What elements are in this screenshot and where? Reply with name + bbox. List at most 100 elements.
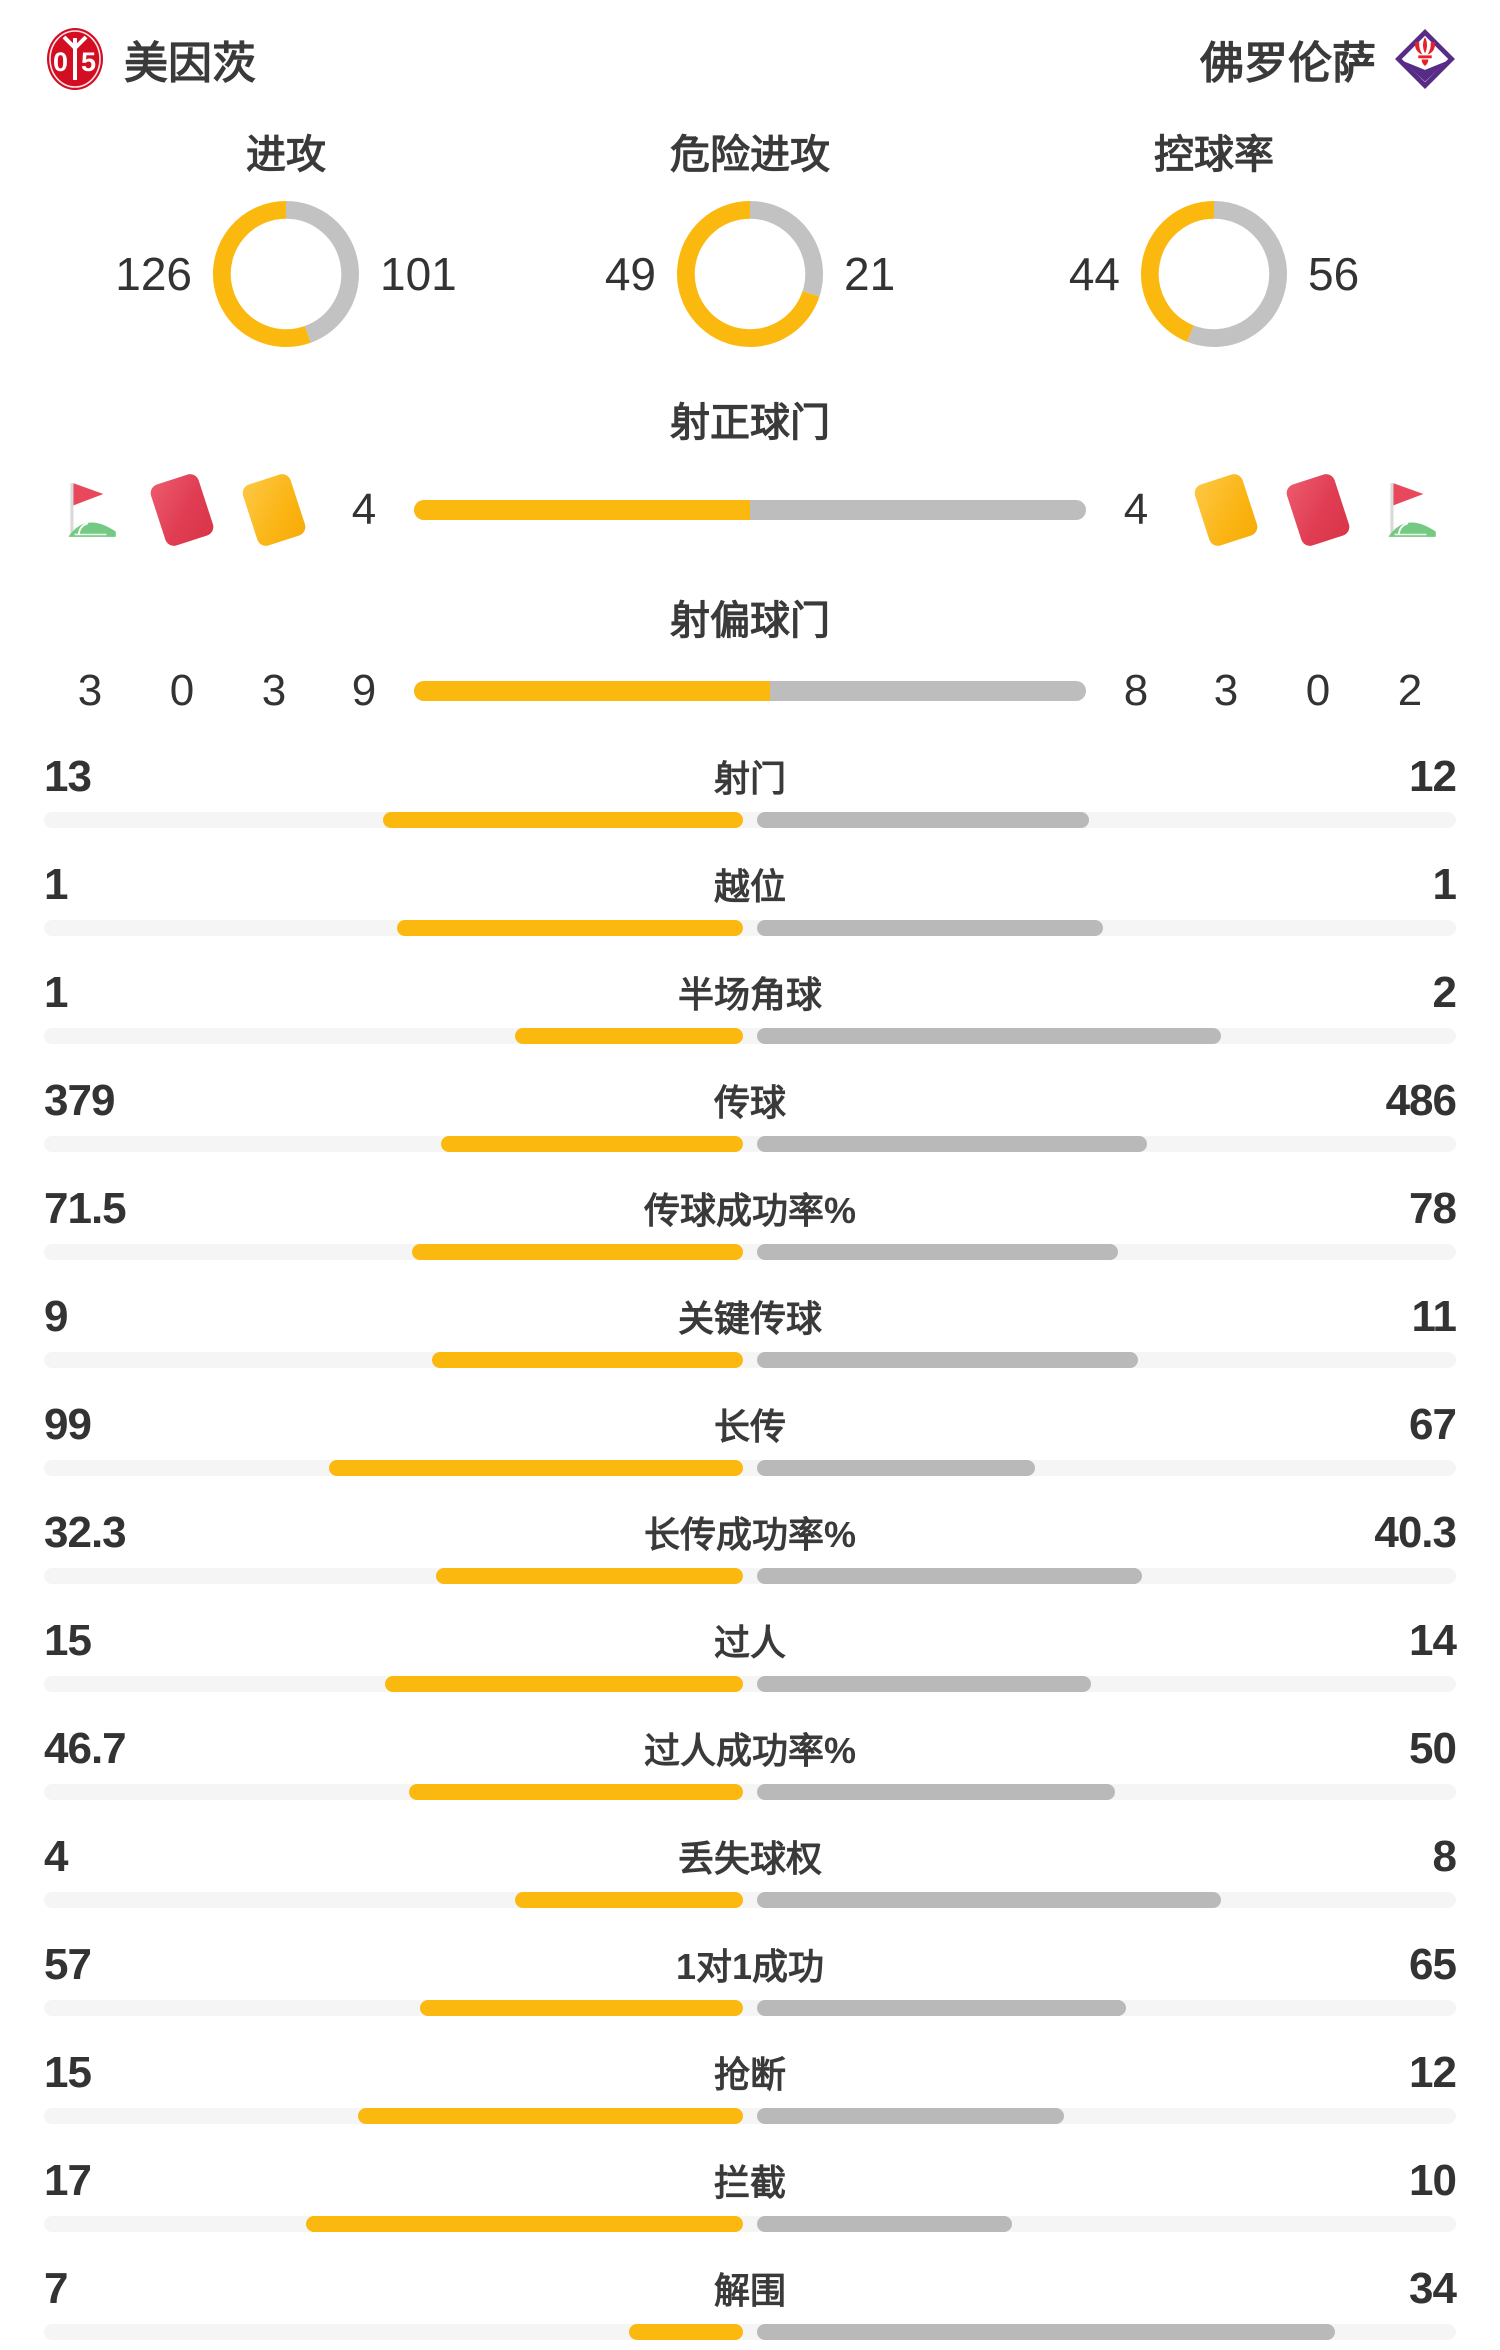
away-team-name: 佛罗伦萨 — [1200, 39, 1376, 88]
stat-bar-track — [44, 1244, 1456, 1260]
donut-away-value: 101 — [380, 248, 457, 300]
stat-home-value: 379 — [44, 1076, 115, 1125]
home-red-card-icon — [136, 471, 228, 549]
home-team[interactable]: 0 5 美因茨 — [44, 26, 256, 92]
stat-label: 过人 — [713, 1622, 786, 1663]
stat-away-value: 11 — [1411, 1292, 1457, 1341]
stat-label: 越位 — [713, 866, 786, 907]
stat-row: 4 丢失球权 8 — [44, 1830, 1457, 1908]
stat-bar-home — [357, 2108, 743, 2124]
stat-label: 1对1成功 — [675, 1946, 825, 1987]
shots-on-target-away: 4 — [1123, 485, 1149, 534]
stat-row: 32.3 长传成功率% 40.3 — [44, 1506, 1457, 1584]
svg-text:0: 0 — [53, 47, 68, 77]
stat-bar-home — [412, 1244, 743, 1260]
stat-label: 半场角球 — [677, 974, 822, 1015]
stat-bar-track — [44, 2108, 1456, 2124]
shots-off-target-title: 射偏球门 — [670, 599, 830, 643]
stat-bar-away — [757, 2000, 1127, 2016]
stat-bar-home — [514, 1892, 743, 1908]
stat-row: 46.7 过人成功率% 50 — [44, 1722, 1457, 1800]
stat-bar-away — [757, 1676, 1091, 1692]
donut-title: 控球率 — [1154, 133, 1274, 177]
away-team[interactable]: 佛罗伦萨 — [1200, 27, 1456, 91]
stat-bar-track — [44, 920, 1456, 936]
stat-label: 长传成功率% — [643, 1514, 856, 1555]
shots-off-target-row: 3 0 3 9 8 3 0 2 — [44, 658, 1456, 724]
donut-title: 进攻 — [246, 133, 326, 177]
stat-away-value: 40.3 — [1374, 1508, 1457, 1557]
stat-bar-away — [757, 1028, 1221, 1044]
donut-away-value: 21 — [844, 248, 896, 300]
stat-row: 99 长传 67 — [44, 1398, 1457, 1476]
stat-home-value: 1 — [44, 968, 68, 1017]
stat-bar-home — [384, 1676, 743, 1692]
stat-row: 15 抢断 12 — [44, 2046, 1457, 2124]
home-team-name: 美因茨 — [124, 39, 256, 88]
donut-chart: 危险进攻 49 21 — [518, 122, 982, 348]
stat-away-value: 10 — [1409, 2156, 1457, 2205]
stat-away-value: 50 — [1409, 1724, 1457, 1773]
stat-away-value: 8 — [1432, 1832, 1457, 1881]
stat-home-value: 7 — [44, 2264, 68, 2313]
stat-row: 15 过人 14 — [44, 1614, 1457, 1692]
stat-bar-track — [44, 2324, 1456, 2340]
stat-away-value: 486 — [1385, 1076, 1457, 1125]
stat-away-value: 78 — [1409, 1184, 1457, 1233]
svg-text:5: 5 — [81, 47, 96, 77]
stat-bar-home — [397, 920, 743, 936]
donut-home-value: 44 — [1068, 248, 1120, 300]
stat-bar-away — [757, 1568, 1142, 1584]
stat-bar-track — [44, 1028, 1456, 1044]
stat-away-value: 67 — [1409, 1400, 1457, 1449]
stat-bar-home — [305, 2216, 743, 2232]
home-corner-flag-icon — [44, 477, 136, 543]
stat-label: 传球成功率% — [643, 1190, 856, 1231]
stat-home-value: 99 — [44, 1400, 92, 1449]
stat-bar-away — [757, 920, 1103, 936]
stat-bar-away — [757, 1892, 1221, 1908]
stat-label: 丢失球权 — [677, 1838, 822, 1879]
stat-away-value: 12 — [1409, 752, 1457, 801]
stat-bar-home — [514, 1028, 743, 1044]
stat-bar-track — [44, 1460, 1456, 1476]
donut-home-value: 49 — [604, 248, 656, 300]
stat-label: 长传 — [713, 1406, 786, 1447]
stat-bar-home — [420, 2000, 743, 2016]
stat-bar-home — [440, 1136, 743, 1152]
stat-away-value: 12 — [1409, 2048, 1457, 2097]
stat-bar-away — [757, 2108, 1064, 2124]
stat-bar-home — [432, 1352, 743, 1368]
stat-home-value: 4 — [44, 1832, 68, 1881]
stat-label: 关键传球 — [677, 1298, 822, 1339]
match-header: 0 5 美因茨 佛罗伦萨 — [0, 0, 1500, 92]
away-yellow-card-icon — [1180, 471, 1272, 549]
donut-ring — [677, 200, 824, 347]
stat-away-value: 1 — [1432, 860, 1457, 909]
stat-home-value: 17 — [44, 2156, 92, 2205]
donut-chart: 进攻 126 101 — [54, 122, 518, 348]
away-yellow-cards-count: 3 — [1213, 666, 1239, 715]
stat-label: 射门 — [713, 758, 786, 799]
stat-bar-track — [44, 1892, 1456, 1908]
home-yellow-card-icon — [228, 471, 320, 549]
stat-row: 17 拦截 10 — [44, 2154, 1457, 2232]
stat-bar-track — [44, 2000, 1456, 2016]
stat-away-value: 65 — [1409, 1940, 1457, 1989]
shots-on-target-title: 射正球门 — [670, 401, 830, 445]
away-corners-count: 2 — [1397, 666, 1423, 715]
stats-list: 13 射门 12 1 越位 1 1 半场角球 2 — [0, 750, 1500, 2340]
stat-label: 过人成功率% — [643, 1730, 856, 1771]
donut-title: 危险进攻 — [670, 133, 830, 177]
shots-off-target-home: 9 — [351, 666, 377, 715]
stat-label: 拦截 — [713, 2162, 786, 2203]
away-corner-flag-icon — [1364, 477, 1456, 543]
stat-bar-away — [757, 1784, 1115, 1800]
stat-bar-track — [44, 812, 1456, 828]
stat-bar-track — [44, 1568, 1456, 1584]
shots-on-target-bar — [414, 500, 1086, 520]
stat-row: 379 传球 486 — [44, 1074, 1457, 1152]
stat-home-value: 71.5 — [44, 1184, 127, 1233]
stat-home-value: 15 — [44, 1616, 92, 1665]
stat-row: 1 越位 1 — [44, 858, 1457, 936]
